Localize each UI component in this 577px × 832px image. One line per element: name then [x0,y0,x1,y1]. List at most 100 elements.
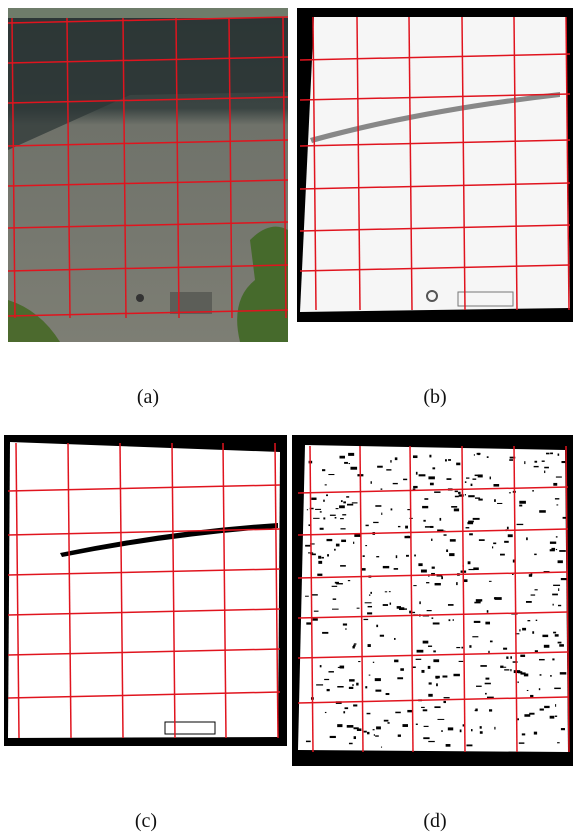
edge-speck [552,593,558,596]
edge-speck [472,478,477,480]
grid-line [297,696,569,704]
edge-speck [477,474,483,478]
edge-speck [526,689,529,692]
edge-speck [356,728,362,731]
edge-speck [517,681,519,684]
edge-speck [465,477,470,479]
edge-speck [432,622,440,625]
edge-speck [373,734,375,736]
edge-speck [542,634,549,638]
edge-speck [412,488,416,491]
edge-speck [510,656,512,659]
edge-speck [474,709,477,712]
edge-speck [530,694,534,698]
edge-speck [478,539,485,541]
edge-speck [311,594,318,596]
edge-speck [305,740,311,743]
edge-speck [415,658,422,660]
edge-speck [428,476,435,480]
edge-speck [431,566,435,569]
edge-speck [441,730,443,732]
edge-speck [456,646,461,649]
edge-speck [348,742,353,745]
edge-speck [436,683,438,687]
edge-speck [323,499,325,502]
edge-speck [348,686,354,689]
grid-line [7,484,281,492]
edge-speck [476,600,481,602]
edge-speck [306,509,309,511]
edge-speck [339,505,345,509]
edge-speck [375,735,379,737]
edge-speck [376,624,379,628]
edge-speck [428,682,432,685]
edge-speck [422,640,429,644]
grid-line [282,17,287,319]
edge-speck [544,705,550,709]
edge-speck [442,675,448,678]
edge-speck [443,534,447,536]
edge-speck [367,605,373,608]
grid-line [513,445,518,753]
edge-speck [344,707,349,710]
edge-speck [415,471,418,475]
edge-speck [342,623,348,626]
edge-speck [544,470,546,474]
edge-speck [337,724,343,728]
edge-speck [557,560,563,564]
edge-speck [370,591,372,594]
edge-speck [348,463,351,465]
edge-speck [530,572,533,576]
edge-speck [437,529,444,532]
edge-speck [463,579,468,583]
edge-speck [493,484,500,487]
edge-speck [328,473,335,476]
edge-speck [427,645,433,647]
edge-speck [313,610,319,612]
grid-line [7,648,281,656]
edge-speck [472,636,479,638]
edge-speck [533,731,538,735]
edge-speck [397,734,401,737]
edge-speck [525,600,532,603]
edge-speck [458,494,464,497]
edge-speck [479,731,483,734]
grid-line [297,571,569,579]
edge-speck [465,527,470,529]
grid-line [15,442,20,739]
edge-speck [500,553,505,556]
edge-speck [324,711,327,714]
edge-speck [358,661,361,663]
edge-speck [335,543,340,547]
grid-line [356,16,361,311]
edge-speck [497,502,503,504]
grid-line [297,528,569,536]
grid-line [565,16,570,311]
edge-speck [400,668,404,671]
grid-line [297,651,569,659]
edge-speck [464,481,467,483]
edge-speck [341,539,347,543]
edge-speck [428,740,435,743]
edge-speck [382,565,390,569]
edge-speck [473,620,481,623]
grid-line [7,608,281,616]
edge-speck [509,456,516,459]
edge-speck [458,491,461,494]
edge-speck [553,482,558,486]
edge-speck [387,722,390,724]
caption: (d) [423,810,447,832]
panel-d-image [292,435,573,766]
edge-speck [317,573,323,576]
edge-speck [473,454,475,456]
grid-line [299,93,571,101]
edge-speck [352,645,355,649]
edge-speck [451,506,458,508]
panel-b-image [297,8,573,322]
edge-speck [424,526,431,528]
grid-line [299,53,571,61]
edge-speck [557,453,560,456]
edge-speck [426,582,430,584]
edge-speck [535,619,538,622]
edge-speck [332,598,337,600]
